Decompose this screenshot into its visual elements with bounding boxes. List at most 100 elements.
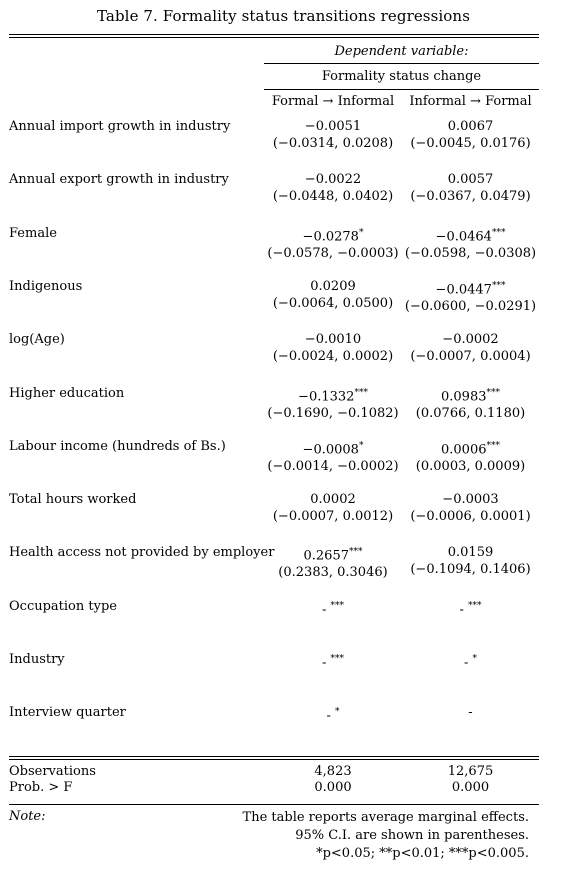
estimate-cell: −0.0464*** (−0.0598, −0.0308) [402, 225, 539, 262]
coefficient: −0.0464*** [435, 228, 506, 245]
table-row: Industry - *** - * [0, 651, 567, 691]
row-label: log(Age) [9, 332, 65, 347]
coefficient: - * [326, 707, 340, 724]
table-row: Female −0.0278* (−0.0578, −0.0003) −0.0464*… [0, 225, 567, 265]
row-label: Indigenous [9, 279, 83, 294]
stats-label: Prob. > F [9, 780, 73, 795]
table-row: log(Age) −0.0010 (−0.0024, 0.0002) −0.0002 (… [0, 331, 567, 371]
estimate-cell: 0.0067 (−0.0045, 0.0176) [402, 118, 539, 152]
dependent-variable-header: Dependent variable: [334, 44, 469, 59]
estimate-cell: −0.0447*** (−0.0600, −0.0291) [402, 278, 539, 315]
estimate-cell: −0.0278* (−0.0578, −0.0003) [264, 225, 402, 262]
note-line: *p<0.05; **p<0.01; ***p<0.005. [316, 846, 529, 861]
coefficient: 0.0067 [447, 119, 494, 134]
confidence-interval: (−0.0598, −0.0308) [404, 246, 537, 262]
confidence-interval: (−0.0024, 0.0002) [272, 349, 394, 364]
coefficient: −0.0003 [442, 492, 499, 507]
coefficient: −0.0447*** [435, 281, 506, 298]
estimate-cell: −0.1332*** (−0.1690, −0.1082) [264, 385, 402, 422]
estimate-cell: −0.0002 (−0.0007, 0.0004) [402, 331, 539, 365]
row-label: Total hours worked [9, 492, 137, 507]
coefficient: −0.1332*** [298, 388, 368, 405]
confidence-interval: (−0.0007, 0.0004) [410, 349, 531, 364]
confidence-interval: (−0.0006, 0.0001) [410, 509, 531, 524]
row-label: Health access not provided by employer [9, 545, 275, 560]
confidence-interval: (0.0003, 0.0009) [415, 459, 526, 475]
estimate-cell: −0.0003 (−0.0006, 0.0001) [402, 491, 539, 525]
top-rule [9, 34, 539, 35]
row-label: Higher education [9, 386, 125, 401]
estimate-cell: −0.0008* (−0.0014, −0.0002) [264, 438, 402, 475]
estimate-cell: - [402, 704, 539, 721]
coefficient: −0.0010 [304, 332, 362, 347]
coefficient: 0.0057 [447, 172, 494, 187]
column-header-informal-to-formal: Informal → Formal [409, 94, 532, 109]
row-label: Industry [9, 652, 65, 667]
estimate-cell: 0.0983*** (0.0766, 0.1180) [402, 385, 539, 422]
confidence-interval: (−0.0367, 0.0479) [410, 189, 531, 204]
table-row: Annual import growth in industry −0.0051 (… [0, 118, 567, 158]
estimate-cell: −0.0022 (−0.0448, 0.0402) [264, 171, 402, 205]
coefficient: - *** [459, 601, 482, 618]
coefficient: 0.0209 [310, 279, 356, 294]
coefficient: 0.2657*** [303, 547, 363, 564]
coefficient: - *** [321, 654, 345, 671]
coefficient: - * [463, 654, 478, 671]
table-row: Labour income (hundreds of Bs.) −0.0008*(… [0, 438, 567, 478]
coefficient: 0.0006*** [441, 441, 500, 458]
row-label: Occupation type [9, 599, 117, 614]
confidence-interval: (0.0766, 0.1180) [415, 406, 526, 422]
header-rule-1 [264, 63, 539, 64]
note-label: Note: [9, 809, 46, 824]
confidence-interval: (−0.0314, 0.0208) [272, 136, 394, 151]
note-text: The table reports average marginal effec… [243, 809, 529, 863]
table-row: Occupation type - *** - *** [0, 598, 567, 638]
confidence-interval: (0.2383, 0.3046) [278, 565, 388, 581]
confidence-interval: (−0.0600, −0.0291) [404, 299, 537, 315]
stats-value: 12,675 [447, 764, 494, 779]
table-title: Table 7. Formality status transitions re… [96, 7, 470, 25]
estimate-cell: 0.0159 (−0.1094, 0.1406) [402, 544, 539, 578]
coefficient: 0.0983*** [441, 388, 500, 405]
bottom-rule [9, 804, 539, 805]
coefficient: 0.0159 [447, 545, 494, 560]
table-row: Annual export growth in industry −0.0022 (… [0, 171, 567, 211]
table-row: Health access not provided by employer 0.… [0, 544, 567, 584]
stats-value: 0.000 [314, 780, 352, 795]
estimate-cell: - *** [264, 651, 402, 671]
confidence-interval: (−0.0064, 0.0500) [272, 296, 394, 311]
row-label: Annual import growth in industry [9, 119, 231, 134]
confidence-interval: (−0.0045, 0.0176) [410, 136, 531, 151]
note-line: The table reports average marginal effec… [242, 810, 529, 825]
coefficient: −0.0002 [442, 332, 499, 347]
stats-label: Observations [9, 764, 96, 779]
stats-row-observations: Observations 4,823 12,675 [0, 764, 567, 804]
coefficient: −0.0022 [304, 172, 362, 187]
table-row: Indigenous 0.0209 (−0.0064, 0.0500) −0.0447… [0, 278, 567, 318]
coefficient: - *** [321, 601, 345, 618]
estimate-cell: - * [402, 651, 539, 671]
column-header-formal-to-informal: Formal → Informal [271, 94, 395, 109]
table-row: Total hours worked 0.0002 (−0.0007, 0.0012… [0, 491, 567, 531]
row-label: Annual export growth in industry [9, 172, 229, 187]
estimate-cell: 0.0002 (−0.0007, 0.0012) [264, 491, 402, 525]
confidence-interval: (−0.0578, −0.0003) [267, 246, 399, 262]
confidence-interval: (−0.0014, −0.0002) [267, 459, 399, 475]
confidence-interval: (−0.0007, 0.0012) [272, 509, 394, 524]
top-rule-second [9, 37, 539, 38]
note-line: 95% C.I. are shown in parentheses. [295, 828, 529, 843]
coefficient: 0.0002 [310, 492, 356, 507]
estimate-cell: - *** [402, 598, 539, 618]
estimate-cell: 0.2657*** (0.2383, 0.3046) [264, 544, 402, 581]
estimate-cell: 0.0057 (−0.0367, 0.0479) [402, 171, 539, 205]
table-row: Higher education −0.1332*** (−0.1690, −0.1… [0, 385, 567, 425]
coefficient: −0.0278* [302, 228, 364, 245]
row-label: Female [9, 226, 57, 241]
stats-value: 4,823 [314, 764, 352, 779]
estimate-cell: - *** [264, 598, 402, 618]
estimate-cell: −0.0010 (−0.0024, 0.0002) [264, 331, 402, 365]
row-label: Interview quarter [9, 705, 126, 720]
coefficient: −0.0008* [302, 441, 364, 458]
estimate-cell: - * [264, 704, 402, 724]
stats-value: 0.000 [451, 780, 490, 795]
